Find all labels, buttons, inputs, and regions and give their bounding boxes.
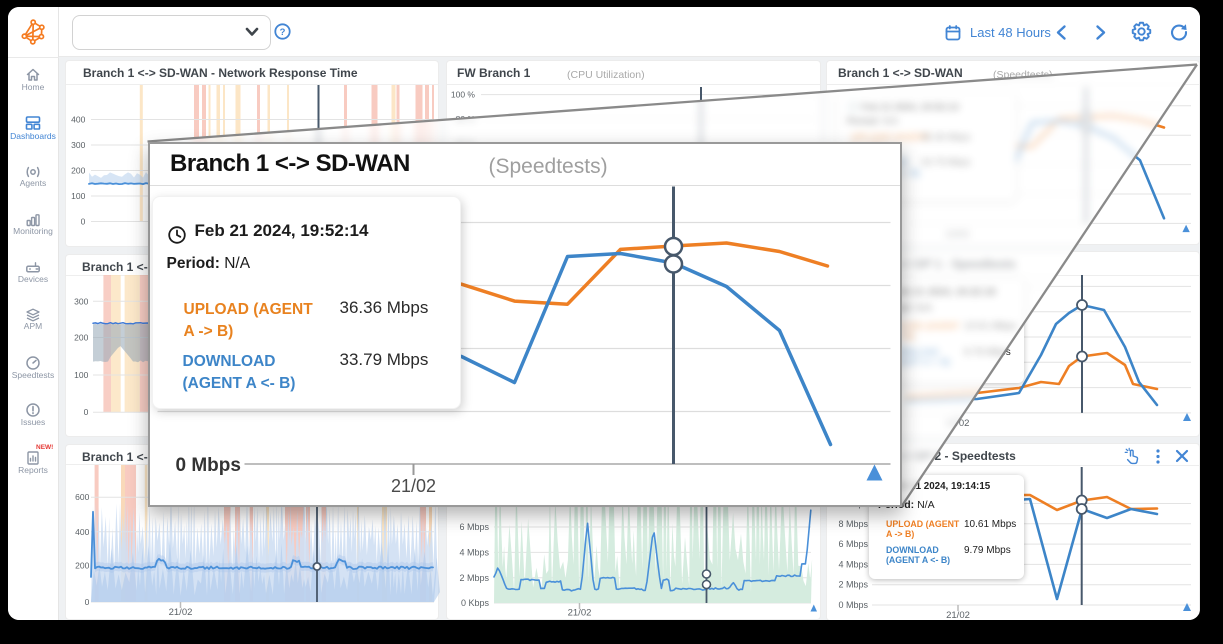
svg-text:0: 0 [85, 597, 90, 607]
svg-text:0 Kbps: 0 Kbps [461, 598, 490, 608]
svg-text:2 Mbps: 2 Mbps [459, 573, 489, 583]
svg-text:2 Mbps: 2 Mbps [838, 580, 868, 590]
svg-text:21/02: 21/02 [390, 476, 435, 496]
svg-text:600: 600 [75, 492, 89, 502]
svg-text:400: 400 [75, 527, 89, 537]
svg-text:6 Mbps: 6 Mbps [838, 539, 868, 549]
svg-text:200: 200 [74, 333, 88, 343]
svg-text:8 Mbps: 8 Mbps [838, 519, 868, 529]
svg-text:200: 200 [71, 165, 85, 175]
svg-text:6 Mbps: 6 Mbps [459, 522, 489, 532]
svg-text:0 Mbps: 0 Mbps [838, 600, 868, 610]
svg-text:100: 100 [74, 370, 88, 380]
svg-text:100 %: 100 % [451, 90, 476, 100]
svg-text:21/02: 21/02 [946, 610, 970, 621]
svg-text:100: 100 [71, 191, 85, 201]
svg-text:0: 0 [84, 408, 89, 418]
svg-text:400: 400 [71, 114, 85, 124]
svg-text:300: 300 [74, 297, 88, 307]
svg-text:21/02: 21/02 [568, 607, 592, 618]
svg-text:4 Mbps: 4 Mbps [838, 559, 868, 569]
svg-text:?: ? [280, 27, 286, 38]
svg-text:0: 0 [81, 216, 86, 226]
svg-text:200: 200 [75, 560, 89, 570]
svg-text:300: 300 [71, 140, 85, 150]
svg-text:4 Mbps: 4 Mbps [459, 547, 489, 557]
svg-text:0 Mbps: 0 Mbps [175, 455, 240, 476]
svg-text:21/02: 21/02 [169, 607, 193, 618]
